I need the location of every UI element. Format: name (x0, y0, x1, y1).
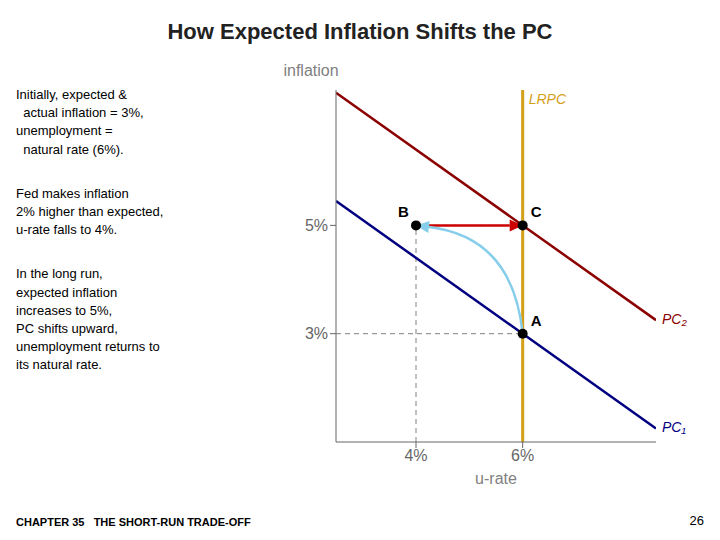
svg-text:u-rate: u-rate (475, 470, 517, 487)
html-text:How Expected Inflation Shifts: How Expected Inflation Shifts the PC (167, 19, 553, 44)
svg-text:C: C (531, 203, 542, 220)
html-text:In the long run, expected infl: In the long run, expected inflation incr… (16, 266, 160, 373)
svg-text:B: B (398, 203, 409, 220)
svg-text:A: A (531, 312, 542, 329)
svg-text:3%: 3% (305, 325, 328, 342)
html-text:CHAPTER 35 THE SHORT-RUN TRADE: CHAPTER 35 THE SHORT-RUN TRADE-OFF (16, 516, 251, 528)
svg-text:LRPC: LRPC (529, 91, 567, 107)
svg-text:PC₁: PC₁ (662, 419, 686, 435)
svg-text:5%: 5% (305, 217, 328, 234)
html-text:Initially, expected & actual i: Initially, expected & actual inflation =… (16, 87, 144, 157)
svg-text:PC₂: PC₂ (662, 311, 687, 327)
svg-text:4%: 4% (404, 447, 427, 464)
svg-text:6%: 6% (511, 447, 534, 464)
html-text:26: 26 (689, 513, 704, 528)
svg-text:inflation: inflation (283, 62, 338, 79)
html-text:Fed makes inflation 2% higher: Fed makes inflation 2% higher than expec… (16, 185, 164, 238)
